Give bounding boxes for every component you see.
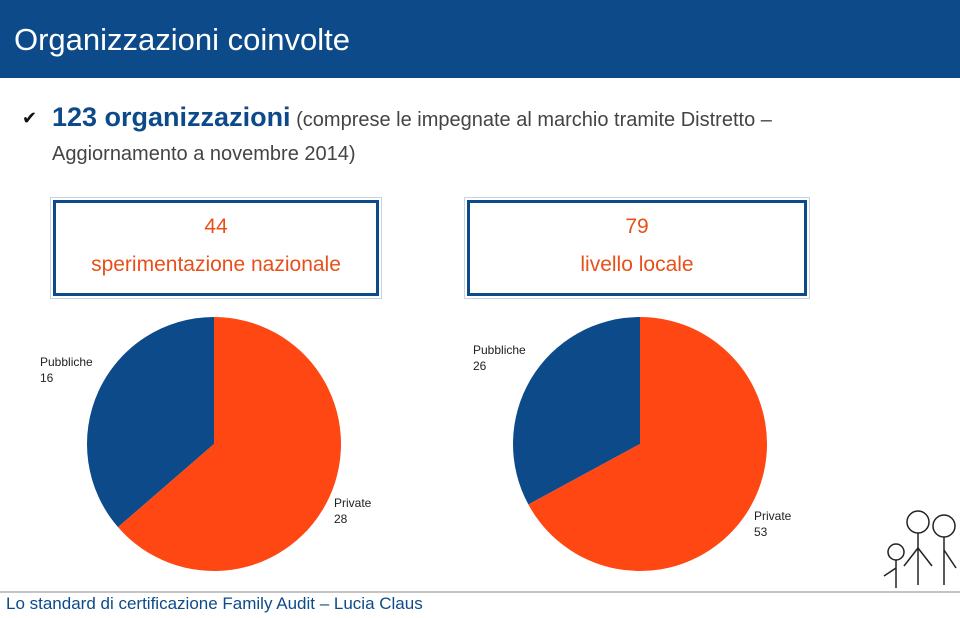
slice-label: Pubbliche xyxy=(473,343,526,357)
highlight: 123 organizzazioni xyxy=(52,102,291,132)
box: 44 sperimentazione nazionale xyxy=(50,197,382,299)
slice-label: Pubbliche xyxy=(40,355,93,369)
slice-value: 53 xyxy=(754,525,768,539)
box-label: livello locale xyxy=(580,253,694,276)
slice-label: Private xyxy=(334,496,372,510)
bullet: 123 organizzazioni (comprese le impegnat… xyxy=(52,100,902,171)
slice-label: Private xyxy=(754,509,792,523)
pie-slice xyxy=(528,317,767,571)
slice-value: 26 xyxy=(473,359,487,373)
pie-slice xyxy=(118,317,341,572)
slice-value: 28 xyxy=(334,512,348,526)
bullet-text: (comprese le impegnate al marchio tramit… xyxy=(296,109,772,131)
footer: Lo standard di certificazione Family Aud… xyxy=(6,594,423,613)
box-number: 79 xyxy=(625,215,649,238)
pie-slice xyxy=(513,317,640,505)
family-drawing xyxy=(883,510,957,588)
box-label: sperimentazione nazionale xyxy=(91,253,341,276)
check-icon: ✔ xyxy=(22,108,38,128)
slice-value: 16 xyxy=(40,371,54,385)
box-number: 44 xyxy=(204,215,228,238)
pie-slice xyxy=(87,317,214,528)
header: Organizzazioni coinvolte xyxy=(0,0,960,78)
title: Organizzazioni coinvolte xyxy=(14,22,351,57)
box: 79 livello locale xyxy=(464,197,810,299)
bullet-text: Aggiornamento a novembre 2014) xyxy=(52,143,356,165)
